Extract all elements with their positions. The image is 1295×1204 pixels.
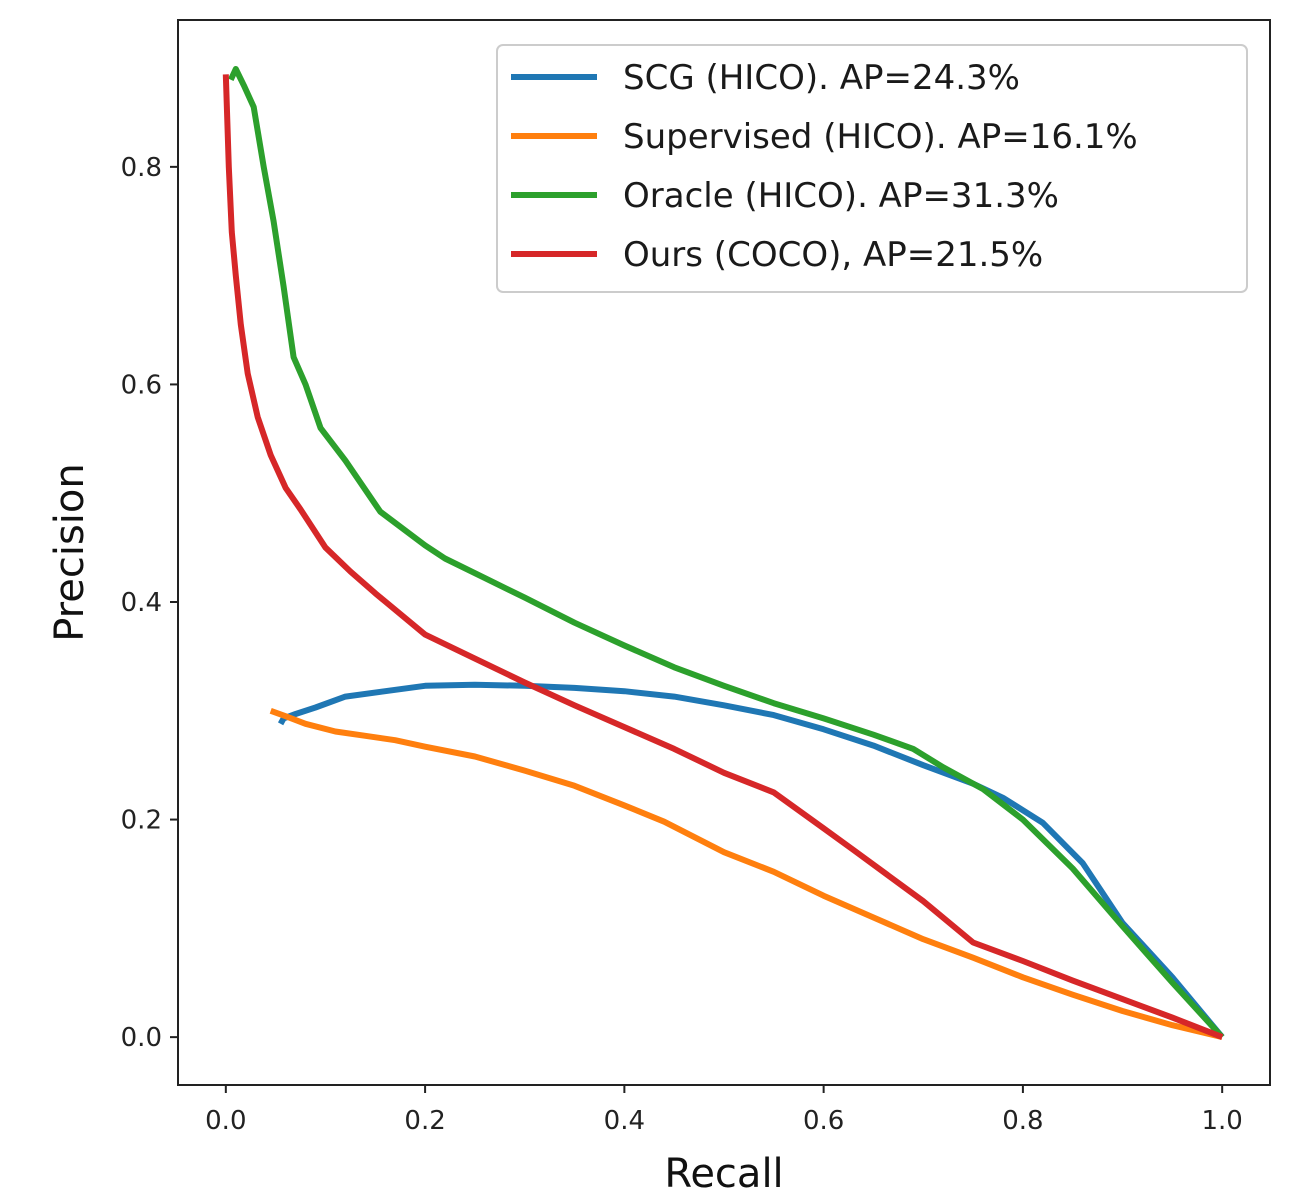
series-line-4 xyxy=(222,74,1224,1040)
x-tick-label: 0.4 xyxy=(604,1106,645,1136)
y-tick-label: 0.4 xyxy=(121,588,162,618)
y-tick-label: 0.0 xyxy=(121,1023,162,1053)
series-line-3 xyxy=(228,66,1225,1040)
x-axis-ticks: 0.0 0.2 0.4 0.6 0.8 1.0 xyxy=(205,1085,1243,1136)
series-line-1 xyxy=(277,681,1225,1040)
legend-label: Supervised (HICO). AP=16.1% xyxy=(623,117,1138,157)
x-tick-label: 0.2 xyxy=(404,1106,445,1136)
legend-box xyxy=(496,44,1248,293)
y-tick-label: 0.6 xyxy=(121,370,162,400)
legend-label: Oracle (HICO). AP=31.3% xyxy=(623,176,1059,216)
series-lines xyxy=(222,66,1225,1041)
series-line-2 xyxy=(269,707,1223,1041)
plot-frame xyxy=(177,19,1271,1086)
y-axis-label: Precision xyxy=(47,463,93,641)
x-tick-label: 0.0 xyxy=(205,1106,246,1136)
y-tick-label: 0.8 xyxy=(121,153,162,183)
x-tick-label: 0.8 xyxy=(1002,1106,1043,1136)
legend-label: SCG (HICO). AP=24.3% xyxy=(623,58,1020,98)
legend-label: Ours (COCO), AP=21.5% xyxy=(623,235,1043,275)
x-axis-label: Recall xyxy=(664,1151,783,1197)
legend: SCG (HICO). AP=24.3% Supervised (HICO). A… xyxy=(496,44,1248,293)
y-tick-label: 0.2 xyxy=(121,806,162,836)
x-tick-label: 0.6 xyxy=(803,1106,844,1136)
y-axis-ticks: 0.0 0.2 0.4 0.6 0.8 xyxy=(121,153,178,1053)
x-tick-label: 1.0 xyxy=(1201,1106,1242,1136)
